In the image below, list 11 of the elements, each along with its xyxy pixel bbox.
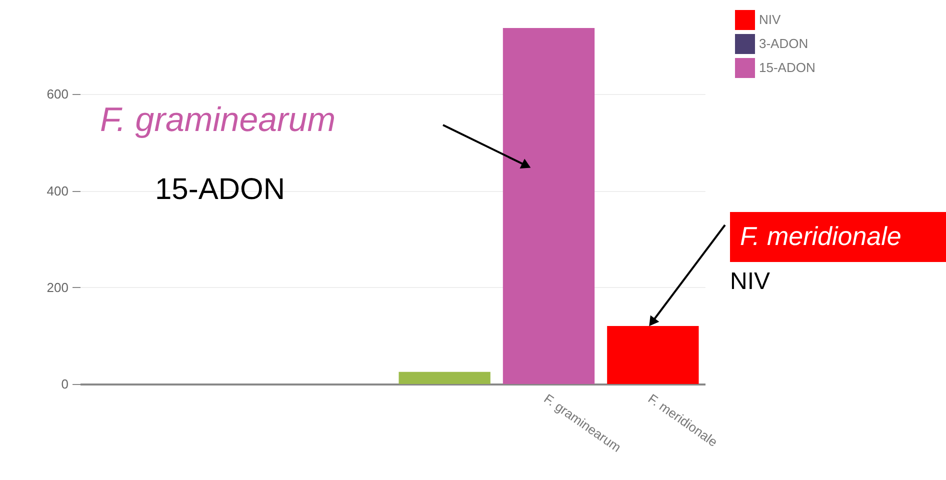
legend-label: 3-ADON [759,36,808,51]
annotation: F. graminearum [100,101,336,139]
y-tick-label: 600 [46,86,68,102]
legend-label: NIV [759,12,781,27]
legend-label: 15-ADON [759,60,816,75]
y-tick-label: 400 [46,183,68,198]
annotation: 15-ADON [155,173,286,206]
text: NIV [730,268,770,295]
annotation: F. meridionale [740,221,902,251]
y-tick-label: 200 [46,280,68,295]
y-tick-label: 0 [61,376,68,392]
